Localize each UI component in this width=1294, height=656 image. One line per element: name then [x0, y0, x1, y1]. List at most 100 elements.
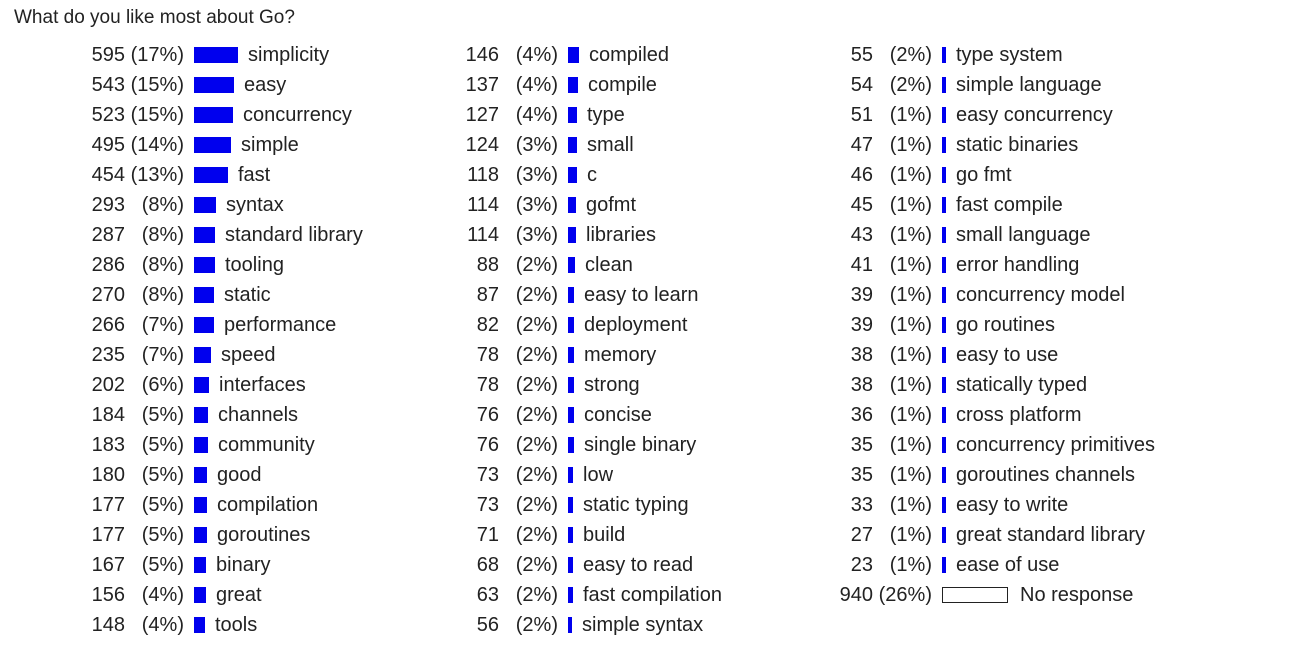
percent-label: (7%)	[141, 344, 184, 366]
count-label: 23	[850, 554, 873, 576]
category-label: memory	[584, 344, 657, 366]
percent-label: (3%)	[515, 224, 558, 246]
percent-label: (1%)	[889, 344, 932, 366]
bar	[194, 347, 211, 363]
percent-label: (8%)	[141, 254, 184, 276]
bar	[942, 557, 946, 573]
bar-row-c: 118 (3%) c	[374, 160, 804, 190]
bar-row-simple: 495 (14%) simple	[0, 130, 430, 160]
percent-label: (15%)	[130, 104, 184, 126]
category-label: static binaries	[956, 134, 1079, 156]
bar	[194, 377, 209, 393]
bar-row-ease-of-use: 23 (1%) ease of use	[748, 550, 1178, 580]
count-label: 146	[465, 44, 499, 66]
category-label: simple language	[956, 74, 1102, 96]
count-label: 543	[91, 74, 125, 96]
bar-row-small-language: 43 (1%) small language	[748, 220, 1178, 250]
count-label: 51	[850, 104, 873, 126]
bar	[942, 317, 946, 333]
category-label: tools	[215, 614, 258, 636]
category-label: binary	[216, 554, 271, 576]
count-label: 940	[839, 584, 873, 606]
percent-label: (26%)	[878, 584, 932, 606]
bar	[194, 167, 228, 183]
bar	[194, 227, 215, 243]
bar-row-syntax: 293 (8%) syntax	[0, 190, 430, 220]
count-label: 39	[850, 314, 873, 336]
count-label: 38	[850, 374, 873, 396]
category-label: go routines	[956, 314, 1055, 336]
percent-label: (7%)	[141, 314, 184, 336]
chart-title: What do you like most about Go?	[14, 7, 295, 28]
count-label: 76	[476, 434, 499, 456]
bar-row-tools: 148 (4%) tools	[0, 610, 430, 640]
count-label: 54	[850, 74, 873, 96]
bar	[194, 557, 206, 573]
category-label: easy to use	[956, 344, 1059, 366]
count-label: 88	[476, 254, 499, 276]
bar-row-clean: 88 (2%) clean	[374, 250, 804, 280]
bar-row-simple-syntax: 56 (2%) simple syntax	[374, 610, 804, 640]
bar-row-performance: 266 (7%) performance	[0, 310, 430, 340]
bar-row-no-response: 940 (26%) No response	[748, 580, 1178, 610]
count-label: 180	[91, 464, 125, 486]
percent-label: (2%)	[515, 614, 558, 636]
bar-row-libraries: 114 (3%) libraries	[374, 220, 804, 250]
bar	[942, 377, 946, 393]
count-label: 43	[850, 224, 873, 246]
count-label: 78	[476, 344, 499, 366]
bar-row-low: 73 (2%) low	[374, 460, 804, 490]
bar-row-small: 124 (3%) small	[374, 130, 804, 160]
percent-label: (1%)	[889, 194, 932, 216]
count-label: 33	[850, 494, 873, 516]
count-label: 41	[850, 254, 873, 276]
percent-label: (5%)	[141, 494, 184, 516]
bar	[568, 347, 574, 363]
bar-row-concurrency: 523 (15%) concurrency	[0, 100, 430, 130]
bar	[568, 227, 576, 243]
bar	[194, 497, 207, 513]
category-label: static typing	[583, 494, 689, 516]
percent-label: (2%)	[515, 344, 558, 366]
category-label: easy to read	[583, 554, 694, 576]
bar-row-simple-language: 54 (2%) simple language	[748, 70, 1178, 100]
category-label: good	[217, 464, 262, 486]
count-label: 177	[91, 494, 125, 516]
percent-label: (1%)	[889, 284, 932, 306]
bar	[194, 287, 214, 303]
percent-label: (4%)	[141, 584, 184, 606]
category-label: static	[224, 284, 271, 306]
percent-label: (3%)	[515, 134, 558, 156]
percent-label: (5%)	[141, 434, 184, 456]
category-label: small	[587, 134, 634, 156]
count-label: 45	[850, 194, 873, 216]
category-label: type	[587, 104, 625, 126]
category-label: syntax	[226, 194, 284, 216]
percent-label: (1%)	[889, 524, 932, 546]
count-label: 595	[91, 44, 125, 66]
bar-row-speed: 235 (7%) speed	[0, 340, 430, 370]
bar	[568, 167, 577, 183]
count-label: 76	[476, 404, 499, 426]
count-label: 235	[91, 344, 125, 366]
bar	[194, 407, 208, 423]
bar-row-easy-to-read: 68 (2%) easy to read	[374, 550, 804, 580]
bar-row-fast-compilation: 63 (2%) fast compilation	[374, 580, 804, 610]
bar-row-easy-to-use: 38 (1%) easy to use	[748, 340, 1178, 370]
percent-label: (1%)	[889, 434, 932, 456]
category-label: goroutines	[217, 524, 311, 546]
count-label: 286	[91, 254, 125, 276]
category-label: compiled	[589, 44, 670, 66]
percent-label: (2%)	[515, 284, 558, 306]
bar-row-fast-compile: 45 (1%) fast compile	[748, 190, 1178, 220]
percent-label: (2%)	[515, 254, 558, 276]
bar	[194, 587, 206, 603]
percent-label: (2%)	[515, 434, 558, 456]
count-label: 266	[91, 314, 125, 336]
bar-row-fast: 454 (13%) fast	[0, 160, 430, 190]
bar	[568, 407, 574, 423]
category-label: fast compilation	[583, 584, 722, 606]
count-label: 68	[476, 554, 499, 576]
bar	[942, 107, 946, 123]
count-label: 177	[91, 524, 125, 546]
